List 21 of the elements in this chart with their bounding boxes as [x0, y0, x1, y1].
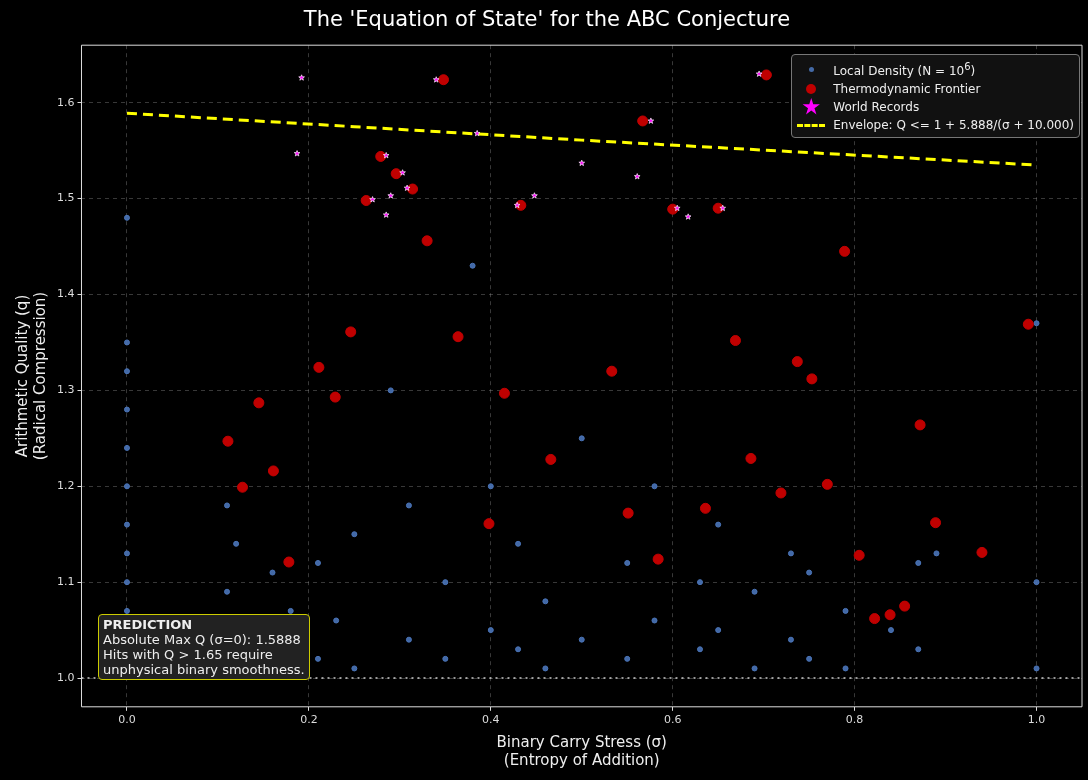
x-tick-label: 0.6 [663, 713, 682, 727]
x-tick-label: 0.2 [300, 713, 318, 727]
x-tick-label: 0.4 [482, 713, 500, 727]
x-axis-title: Binary Carry Stress (σ) (Entropy of Addition) [496, 732, 667, 769]
annotation: PREDICTION Absolute Max Q (σ=0): 1.5888 Hits with Q > 1.65 require unphysical binary smoothness. [98, 614, 310, 680]
y-tick-label: 1.5 [56, 191, 75, 205]
y-tick-label: 1.2 [56, 479, 75, 493]
legend-label: Local Density (N = 10$^{6}$) [833, 60, 976, 80]
y-axis-title: Arithmetic Quality (q) (Radical Compression) [12, 291, 49, 461]
legend-label: World Records [833, 99, 920, 116]
y-tick-label: 1.1 [56, 575, 75, 589]
legend-label: Thermodynamic Frontier [833, 81, 981, 98]
x-tick-label: 0.0 [118, 713, 136, 727]
chart-title: The 'Equation of State' for the ABC Conjecture [302, 7, 791, 32]
legend-label: Envelope: Q <= 1 + 5.888/(σ + 10.000) [833, 117, 1074, 134]
x-tick-label: 0.8 [845, 713, 864, 727]
y-tick-label: 1.3 [56, 383, 75, 397]
y-tick-label: 1.6 [56, 95, 75, 109]
y-tick-label: 1.4 [56, 287, 75, 301]
x-tick-label: 1.0 [1027, 713, 1046, 727]
y-tick-label: 1.0 [56, 670, 75, 684]
